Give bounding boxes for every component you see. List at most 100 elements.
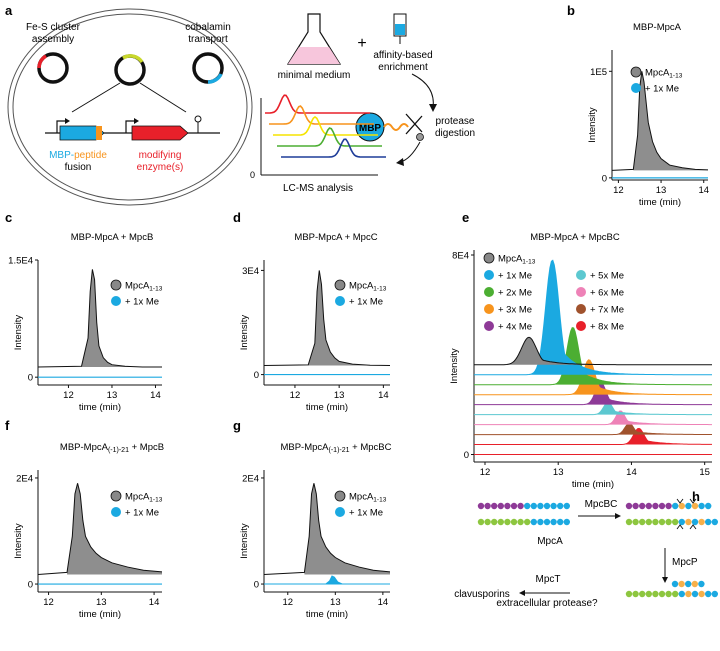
chart-e-series-6-line [474, 410, 712, 426]
h-chain-modified-top-bead [685, 502, 692, 510]
chart-g-series-0-line [263, 483, 391, 575]
h-chain-mpca-top-bead [504, 502, 511, 510]
cell-outer-outline [7, 8, 253, 206]
chart-f-y-tick-label: 0 [28, 580, 33, 591]
h-chain-mpca-top-bead [484, 502, 491, 510]
h-chain-modified-top-bead [672, 502, 679, 510]
chart-c-legend-marker-0 [110, 279, 122, 291]
chart-f-legend-sub-0: 1-13 [149, 497, 162, 504]
chart-d-x-tick-label: 12 [290, 390, 301, 401]
chart-e-legend-marker-2 [484, 287, 494, 297]
chart-f: MBP-MpcA(-1)-21 + MpcB 12 13 14 2E4 0 time (mi… [13, 442, 164, 620]
clavusporins-label: clavusporins [454, 589, 510, 600]
chart-b-series-0-area [633, 71, 708, 171]
minimal-medium-label: minimal medium [278, 70, 351, 81]
h-chain-mpca-top-bead [530, 502, 537, 510]
panel-a-schematic: Fe-S cluster assembly cobalamin transpor… [7, 8, 475, 206]
chart-g-legend-label-1: + 1x Me [349, 508, 383, 519]
h-chain-mpca-bottom-bead [543, 518, 551, 526]
h-chain-processed-bead [711, 590, 718, 598]
h-chain-modified-top-bead [632, 502, 639, 510]
h-chain-modified-top-bead [625, 502, 633, 510]
h-chain-mpca-top-bead [550, 502, 557, 510]
chart-e-legend-label-5: + 5x Me [590, 271, 624, 282]
chart-g-y-tick-label: 0 [254, 580, 259, 591]
h-chain-modified-bottom-bead [625, 518, 633, 526]
chart-f-series-0-line [37, 483, 163, 575]
peptide-gene-segment [96, 126, 102, 140]
modifying-label-2: enzyme(s) [137, 162, 184, 173]
chart-c-legend-marker-1 [111, 296, 121, 306]
chart-e-title: MBP-MpcA + MpcBC [530, 232, 620, 243]
h-chain-modified [625, 498, 718, 530]
chart-e-legend-label-1: + 1x Me [498, 271, 532, 282]
chart-g-legend-label-0: MpcA1-13 [349, 492, 387, 504]
h-chain-modified-bottom-bead [691, 518, 699, 526]
h-chain-processed-fragment-bead [691, 580, 698, 588]
chart-c-y-label: Intensity [13, 315, 24, 351]
chart-d-legend-sub-0: 1-13 [373, 286, 386, 293]
mbp-part-label: MBP- [49, 150, 74, 161]
h-chain-modified-bottom-bead [698, 518, 705, 526]
chart-e-legend-label-8: + 8x Me [590, 322, 624, 333]
fes-label-1: Fe-S cluster [26, 22, 81, 33]
chart-g-legend-sub-0: 1-13 [373, 497, 386, 504]
h-chain-processed-fragment-bead [698, 580, 705, 588]
h-methyl-mark [689, 498, 697, 504]
h-chain-modified-bottom-bead [652, 518, 659, 526]
chart-f-title-sub: (-1)-21 [108, 447, 129, 454]
chart-g-series-1-area [325, 576, 343, 585]
mpcp-label: MpcP [672, 557, 698, 568]
chart-e-legend-marker-3 [484, 304, 494, 314]
chart-e-series-6-area [474, 411, 712, 425]
h-chain-processed-bead [632, 590, 639, 598]
h-chain-mpca-bottom-bead [563, 518, 570, 526]
chart-d-legend-marker-0 [334, 279, 346, 291]
chart-g: MBP-MpcA(-1)-21 + MpcBC 12 13 14 2E4 0 time (m… [239, 442, 392, 620]
h-chain-processed-bead [705, 590, 712, 598]
h-chain-mpca-top-bead [524, 502, 531, 510]
h-chain-mpca-bottom-bead [491, 518, 498, 526]
arrow-lcms-head [396, 158, 404, 166]
chart-b-y-label: Intensity [587, 107, 598, 143]
chart-f-y-label: Intensity [13, 523, 24, 559]
chart-d-x-tick-label: 13 [334, 390, 345, 401]
chart-c-x-tick-label: 13 [107, 390, 118, 401]
chart-e-x-tick-label: 12 [480, 467, 491, 478]
chart-c-series-0-area [81, 269, 162, 368]
chart-c-title: MBP-MpcA + MpcB [71, 232, 154, 243]
flask-medium [288, 47, 340, 64]
affinity-label-1: affinity-based [373, 50, 432, 61]
promoter-1-arrow [56, 120, 67, 133]
chart-g-x-tick-label: 13 [330, 597, 341, 608]
panel-letter-c: c [5, 210, 12, 225]
modifying-label-1: modifying [139, 150, 182, 161]
h-chain-mpca-bottom-bead [510, 518, 518, 526]
chart-g-x-tick-label: 12 [282, 597, 293, 608]
chart-e-series-8-line [474, 427, 712, 445]
chart-e-y-label: Intensity [449, 348, 460, 384]
h-chain-mpca-top-bead [477, 502, 485, 510]
h-chain-mpca-top-bead [543, 502, 551, 510]
cobalamin-label-1: cobalamin [185, 22, 231, 33]
modifying-enzyme-gene [131, 125, 189, 141]
chart-f-legend-label-0: MpcA1-13 [125, 492, 163, 504]
chart-f-series-0-area [67, 483, 162, 575]
chart-f-legend-marker-1 [111, 507, 121, 517]
chart-e-series-0-line [474, 336, 712, 366]
promoter-2-head [134, 118, 139, 124]
arrow-enrich-to-digest [411, 73, 434, 109]
lcms-trace-4 [281, 138, 386, 158]
chart-g-title: MBP-MpcA(-1)-21 + MpcBC [280, 442, 391, 454]
h-chain-processed-bead [698, 590, 705, 598]
chart-b-x-tick-label: 12 [613, 185, 624, 196]
arrow-mpct-head [519, 590, 525, 596]
peptide-part-label: peptide [74, 150, 107, 161]
panel-letter-d: d [233, 210, 241, 225]
h-chain-modified-top-bead [639, 502, 646, 510]
peptide-tail [383, 123, 409, 131]
chart-f-x-tick-label: 13 [96, 597, 107, 608]
h-chain-processed-bead [665, 590, 672, 598]
h-chain-mpca-bottom-bead [484, 518, 491, 526]
chart-f-x-tick-label: 12 [43, 597, 54, 608]
